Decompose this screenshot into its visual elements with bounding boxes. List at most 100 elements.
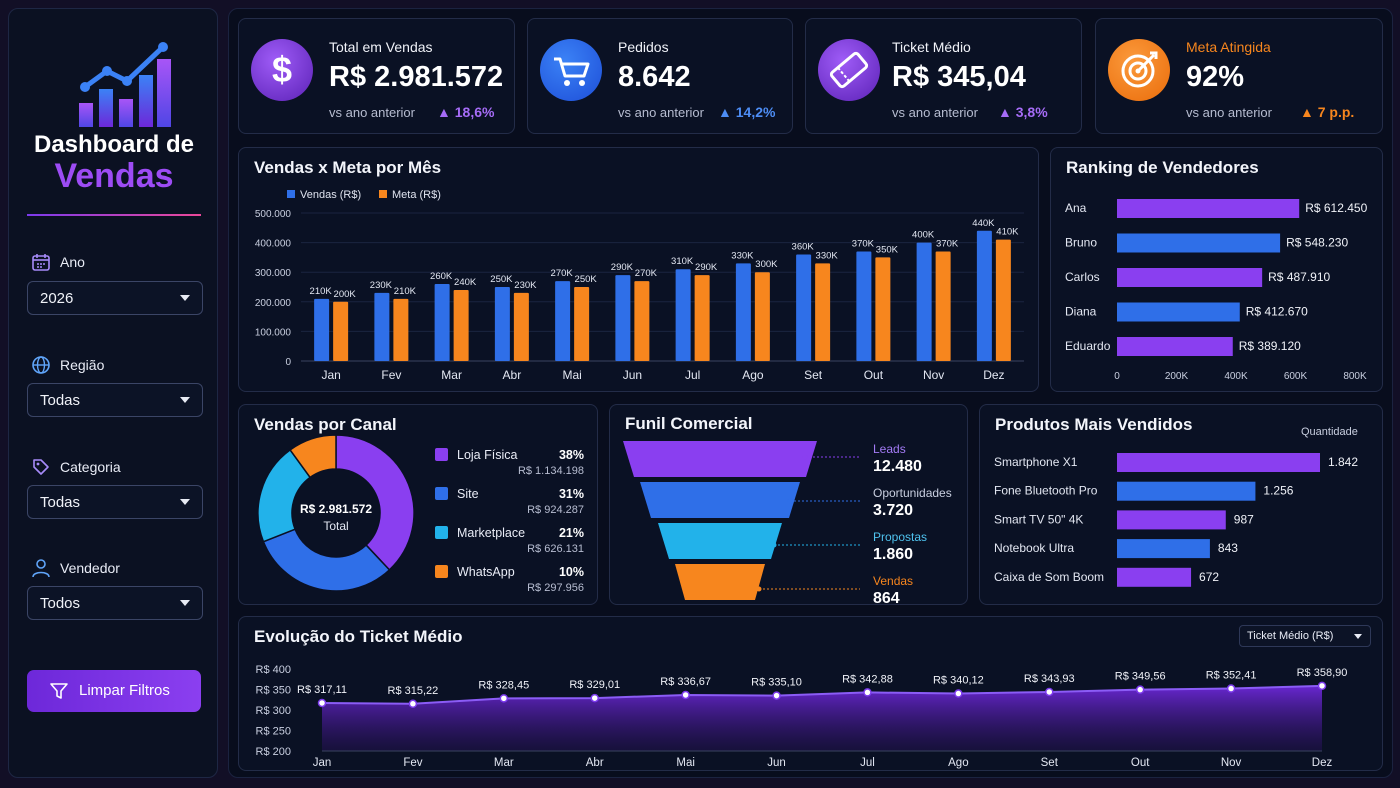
funnel-connector-dot [787, 498, 793, 504]
x-tick-label: Out [1131, 757, 1150, 769]
ticket-series-value: Ticket Médio (R$) [1247, 630, 1334, 642]
ticket-area-fill [322, 685, 1322, 751]
bar-meta [513, 292, 529, 361]
bar-vendas [735, 263, 751, 361]
filter-select-vendedor[interactable]: Todos [27, 586, 203, 620]
ticket-series-select[interactable]: Ticket Médio (R$) [1239, 625, 1371, 647]
bar-data-label: 370K [852, 238, 875, 249]
x-tick-label: Ago [742, 368, 764, 382]
x-tick-label: Fev [403, 757, 422, 769]
y-tick-label: 300.000 [255, 268, 292, 279]
funnel-stage [675, 564, 765, 600]
ranking-value-label: R$ 389.120 [1239, 339, 1301, 353]
bar-data-label: 400K [912, 230, 935, 241]
kpi-delta: ▲ 3,8% [998, 104, 1048, 120]
funnel-stage-value: 1.860 [873, 546, 913, 563]
bar-data-label: 350K [876, 244, 899, 255]
chevron-down-icon [180, 295, 190, 301]
x-tick-label: Jul [860, 757, 875, 769]
bar-vendas [314, 298, 330, 361]
bar-vendas [675, 269, 691, 361]
x-tick-label: Jun [767, 757, 786, 769]
y-tick-label: 100.000 [255, 327, 292, 338]
chevron-down-icon [180, 499, 190, 505]
filter-select-categoria[interactable]: Todas [27, 485, 203, 519]
dashboard-title: Dashboard de Vendas [33, 131, 195, 195]
legend-swatch [287, 190, 295, 198]
kpi-value: 8.642 [618, 61, 691, 93]
bar-vendas [555, 281, 571, 361]
products-column-header: Quantidade [1301, 426, 1358, 438]
bar-data-label: 270K [551, 268, 574, 279]
x-tick-label: Abr [503, 368, 522, 382]
funnel-connector-dot [771, 542, 777, 548]
product-bar [1117, 567, 1192, 587]
funnel-stage-value: 864 [873, 590, 900, 606]
ranking-name: Ana [1065, 201, 1087, 215]
up-arrow-icon: ▲ [998, 104, 1012, 120]
bar-vendas [976, 230, 992, 361]
y-tick-label: R$ 250 [256, 726, 291, 738]
filter-select-regiao[interactable]: Todas [27, 383, 203, 417]
kpi-title: Ticket Médio [892, 39, 971, 55]
legend-label: Site [457, 487, 479, 501]
ranking-name: Diana [1065, 305, 1097, 319]
bar-data-label: 310K [671, 256, 694, 267]
filter-select-ano[interactable]: 2026 [27, 281, 203, 315]
user-icon [32, 559, 50, 578]
legend-pct: 38% [559, 448, 584, 462]
bar-data-label: 240K [454, 277, 477, 288]
legend-swatch [435, 448, 448, 461]
panel-title: Evolução do Ticket Médio [254, 627, 463, 646]
funnel-stage-name: Leads [873, 442, 906, 456]
kpi-title: Pedidos [618, 39, 669, 55]
bar-meta [995, 239, 1011, 361]
filter-label-regiao: Região [60, 357, 105, 373]
x-tick-label: Fev [381, 368, 401, 382]
clear-filters-button[interactable]: Limpar Filtros [27, 670, 201, 712]
ticket-point [590, 693, 599, 703]
x-tick-label: Jan [313, 757, 332, 769]
ranking-bar-chart: Ana R$ 612.450 Bruno R$ 548.230 Carlos R$ 487… [1065, 199, 1368, 382]
ticket-data-label: R$ 315,22 [388, 685, 439, 697]
legend-amount: R$ 297.956 [527, 582, 584, 594]
filter-value-vendedor: Todos [40, 595, 81, 612]
y-tick-label: 200.000 [255, 298, 292, 309]
ranking-value-label: R$ 612.450 [1305, 201, 1367, 215]
x-tick-label: Dez [1312, 757, 1333, 769]
bar-meta [574, 287, 590, 361]
ranking-bar [1117, 199, 1300, 218]
clear-filters-label: Limpar Filtros [79, 682, 170, 699]
bar-data-label: 330K [816, 250, 839, 261]
legend-label: Meta (R$) [392, 189, 441, 201]
ranking-name: Carlos [1065, 270, 1100, 284]
filter-value-ano: 2026 [40, 290, 74, 307]
donut-slice [289, 434, 337, 479]
x-tick-label: Nov [1221, 757, 1242, 769]
bar-meta [634, 281, 650, 361]
kpi-value: R$ 345,04 [892, 61, 1026, 93]
x-tick-label: Mar [494, 757, 514, 769]
bar-vendas [615, 275, 631, 361]
kpi-card-meta-atingida: Meta Atingida 92% vs ano anterior ▲ 7 p.… [1095, 18, 1383, 134]
kpi-title: Total em Vendas [329, 39, 433, 55]
x-tick-label: 600K [1284, 371, 1308, 382]
ticket-point [954, 689, 963, 698]
ranking-value-label: R$ 412.670 [1246, 305, 1308, 319]
legend-amount: R$ 924.287 [527, 504, 584, 516]
legend-amount: R$ 1.134.198 [518, 465, 584, 477]
bar-data-label: 300K [755, 259, 778, 270]
ticket-icon [818, 39, 880, 101]
y-tick-label: R$ 300 [256, 705, 291, 717]
bar-meta [815, 263, 831, 361]
legend-label: WhatsApp [457, 565, 515, 579]
y-tick-label: 500.000 [255, 209, 292, 220]
ranking-bar [1117, 302, 1240, 322]
x-tick-label: Jan [321, 368, 340, 382]
legend-swatch [435, 565, 448, 578]
funnel-stage-name: Vendas [873, 574, 913, 588]
product-value-label: 1.842 [1328, 455, 1358, 469]
kpi-subtitle: vs ano anterior [1186, 105, 1272, 120]
bar-data-label: 210K [394, 286, 417, 297]
ticket-data-label: R$ 328,45 [478, 679, 529, 691]
